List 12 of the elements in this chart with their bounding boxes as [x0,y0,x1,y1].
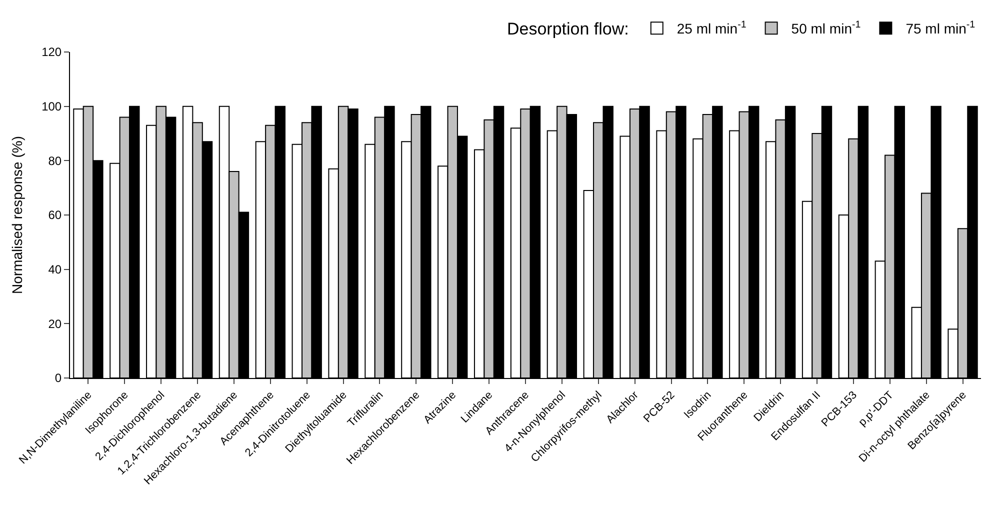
y-tick-label: 80 [48,154,62,168]
legend-label: 25 ml min$^{-1}$ [676,20,746,37]
legend-title: Desorption flow: [507,20,629,39]
y-tick-label: 0 [54,371,62,386]
legend-label: 75 ml min$^{-1}$ [906,20,976,37]
y-tick-label: 60 [48,208,62,222]
legend-label: 50 ml min$^{-1}$ [791,20,861,37]
y-axis-title: Normalised response (%) [9,136,26,294]
y-tick-label: 120 [42,45,62,60]
y-tick-label: 100 [42,100,62,114]
y-tick-label: 40 [48,262,62,277]
y-tick-label: 20 [48,316,62,331]
